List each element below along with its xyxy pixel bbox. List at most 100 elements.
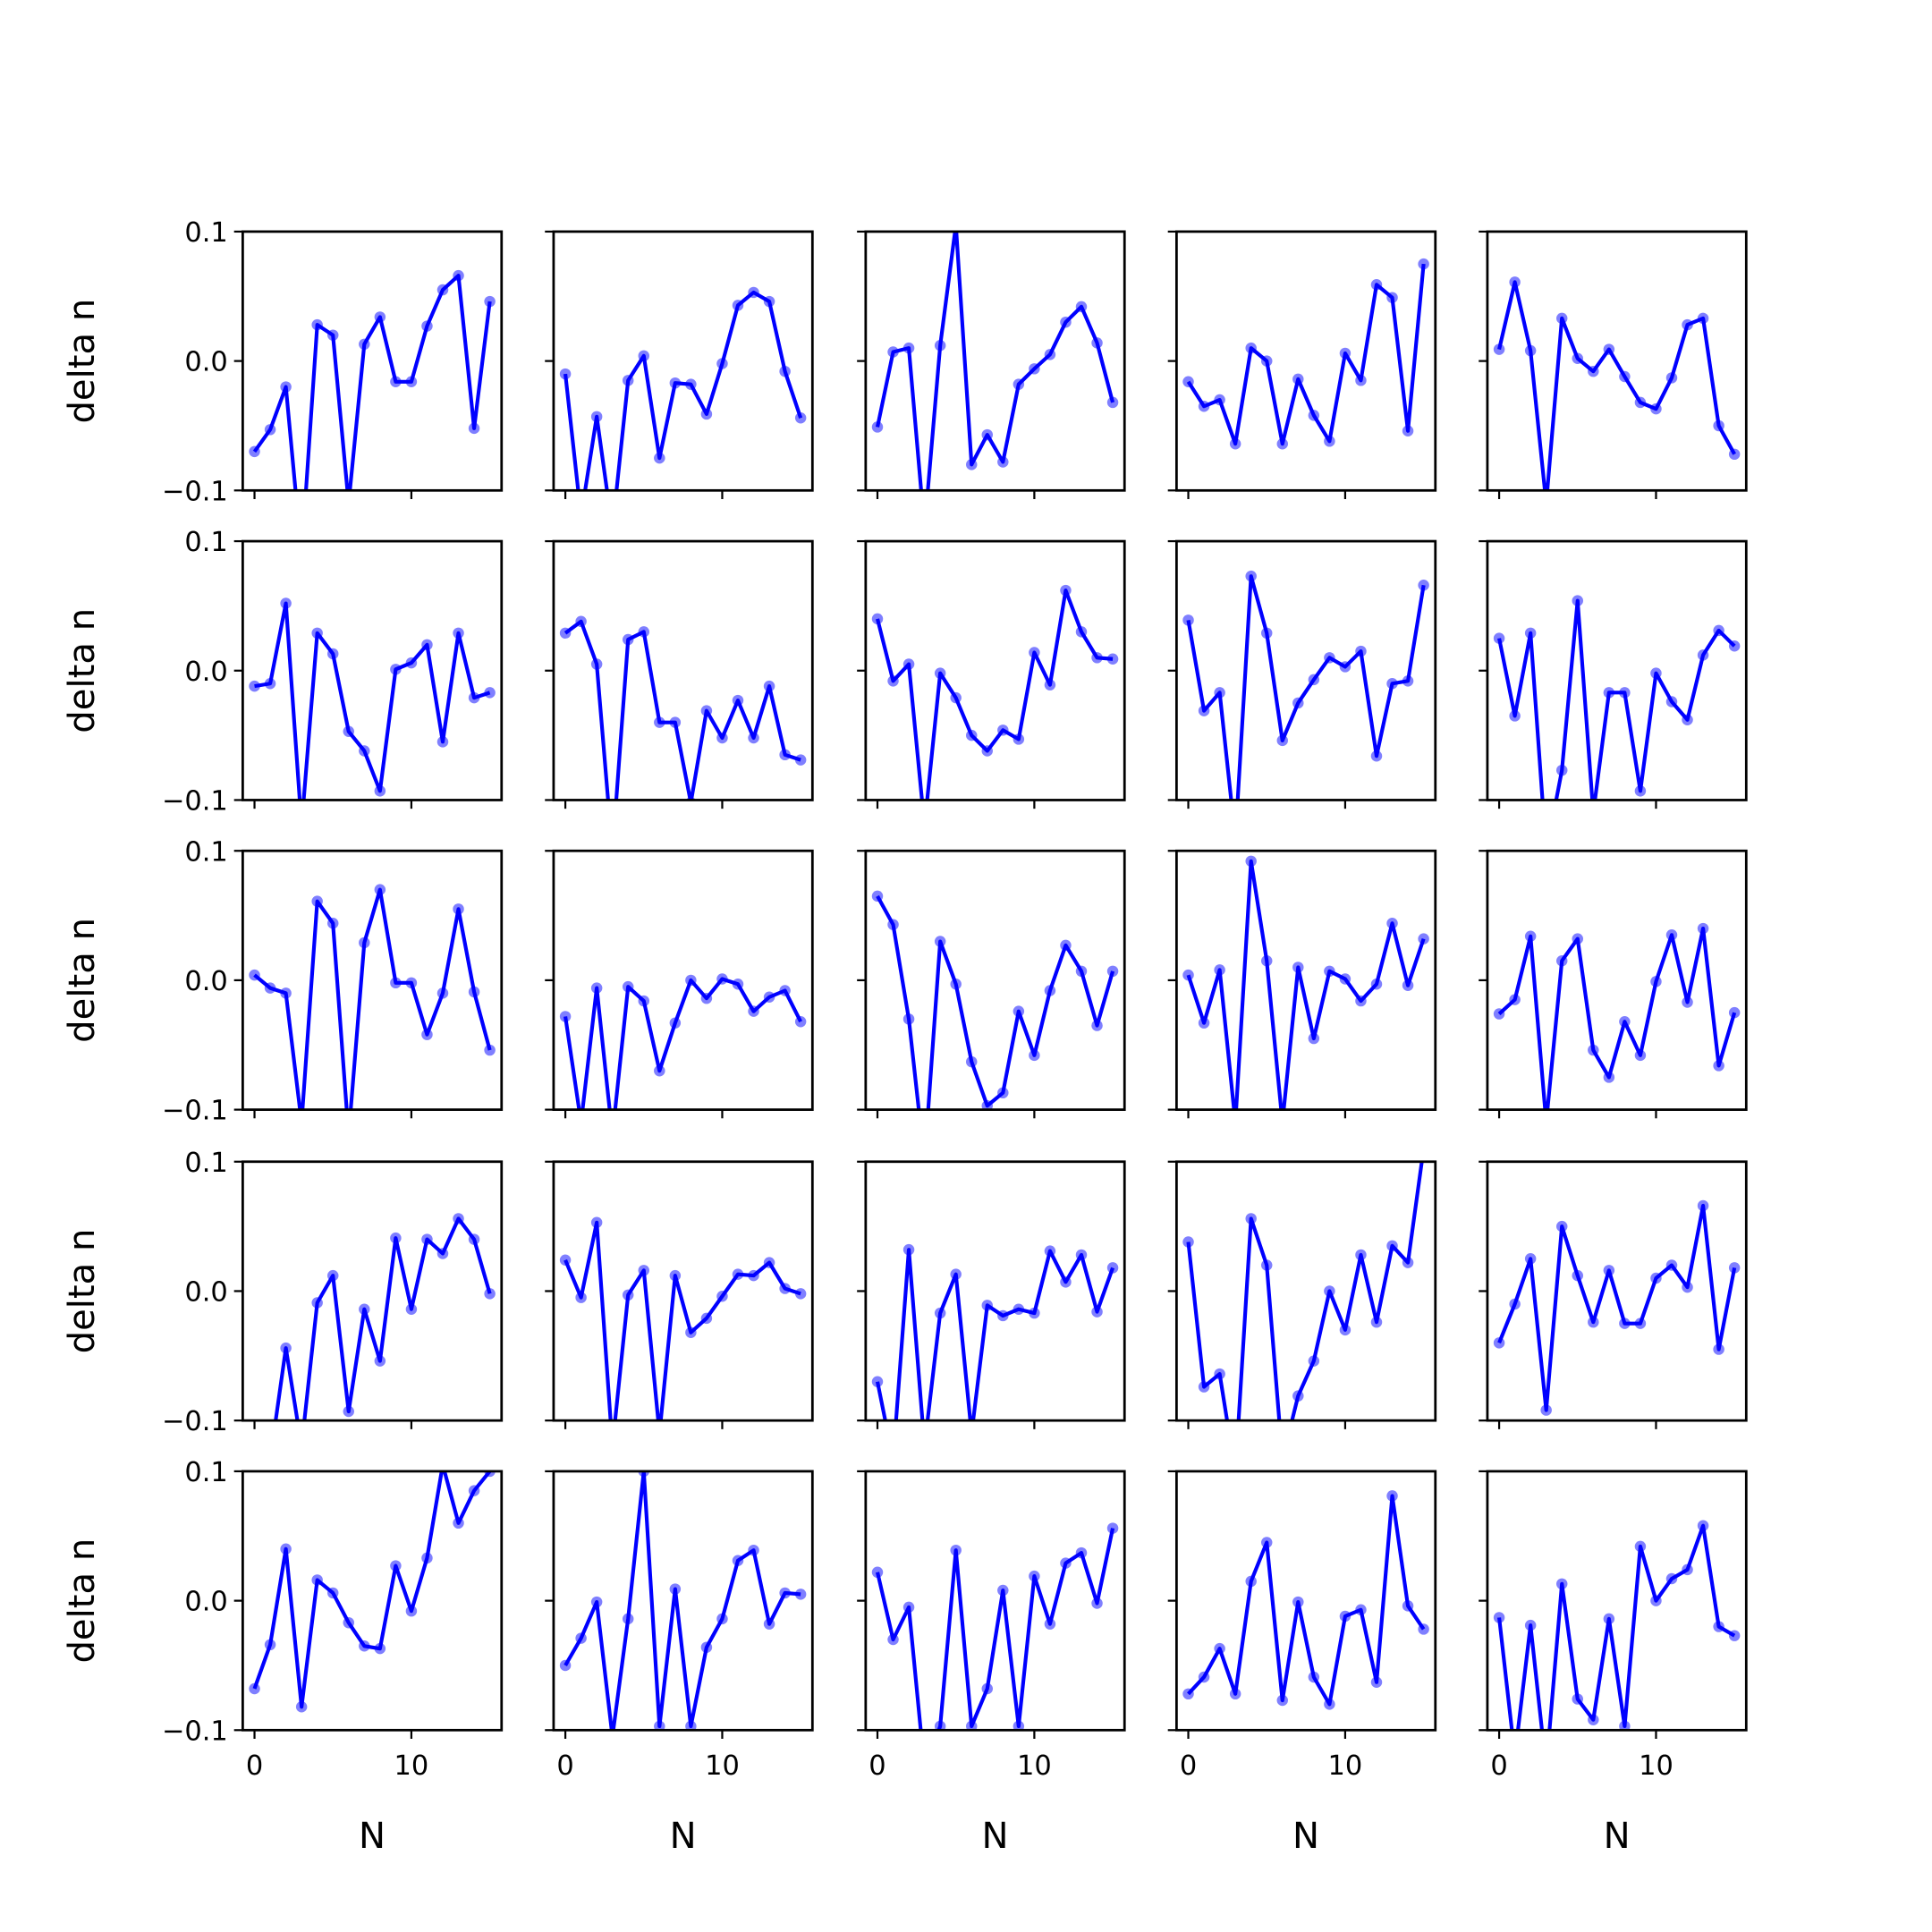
data-point [249,969,260,981]
data-point [685,1720,697,1731]
data-point [700,992,713,1004]
data-point [981,745,993,757]
data-point [1524,1253,1537,1265]
data-point [1182,614,1194,626]
data-point [249,445,260,458]
x-axis-label: N [359,1816,386,1857]
data-point [623,1613,634,1625]
data-point [1370,1316,1383,1328]
axes-frame [1175,1470,1437,1732]
data-point [575,511,586,521]
x-tick-label: 10 [705,1750,740,1782]
data-point [981,1682,993,1695]
data-point [468,1485,480,1496]
data-point [1588,1714,1599,1725]
data-point [405,977,418,989]
data-point [1728,448,1741,461]
data-point [1324,1699,1335,1710]
plot-area [559,1470,807,1731]
data-point [934,936,946,947]
data-point [1509,710,1521,722]
data-point [390,376,402,387]
data-point [950,979,962,990]
axes-frame [864,1470,1126,1732]
plot-area [871,1522,1119,1774]
data-point [1182,1688,1194,1700]
data-point [1339,973,1352,985]
data-point [421,1233,433,1245]
data-point [468,422,480,435]
data-point [887,675,899,687]
data-point [421,1552,433,1564]
data-point [311,627,323,640]
data-point [1060,584,1072,597]
data-point [484,687,496,699]
data-line [875,588,1114,801]
data-line [1186,263,1426,446]
plot-area [1182,1161,1424,1421]
data-point [359,936,370,949]
plot-area [871,1243,1119,1464]
data-point [981,1100,993,1110]
y-tick-label: 0.0 [184,347,227,378]
data-point [1261,1537,1273,1548]
data-line [564,1470,801,1731]
data-point [1013,378,1025,390]
data-point [1230,834,1241,844]
plot-area [249,597,496,801]
x-axis-label: N [1292,1816,1319,1857]
data-point [623,633,634,646]
data-point [1198,401,1210,412]
data-point [1044,985,1056,996]
data-point [794,754,807,766]
data-point [436,987,449,999]
data-point [311,318,323,331]
data-point [1713,419,1724,432]
data-point [1418,1623,1429,1635]
data-point [794,1589,807,1600]
plot-area [1182,570,1429,844]
y-tick-label: −0.1 [162,1406,228,1437]
data-point [453,903,464,915]
data-point [887,1453,898,1464]
data-point [280,381,292,393]
data-point [249,1453,259,1464]
data-point [590,982,603,994]
data-point [669,377,682,389]
data-point [700,705,713,716]
data-point [1339,1610,1352,1623]
data-point [1355,1604,1367,1615]
data-point [575,1292,587,1303]
data-point [311,895,323,907]
data-point [1418,258,1429,270]
data-point [1355,375,1367,386]
data-point [249,1682,260,1695]
y-tick-label: 0.1 [184,836,227,868]
data-point [1634,1318,1647,1329]
data-point [1682,1281,1693,1293]
data-point [1060,1557,1072,1569]
y-tick-label: 0.0 [184,1277,227,1309]
plot-area [1182,855,1429,1110]
data-point [887,1633,899,1646]
x-axis-label: N [982,1816,1009,1857]
data-point [1665,372,1678,384]
data-point [1493,632,1505,644]
data-point [919,1763,929,1774]
plot-area [1493,276,1741,509]
data-point [1044,349,1056,360]
data-point [1540,498,1551,509]
data-point [1370,1676,1383,1689]
plot-area [871,890,1119,1110]
data-point [871,1376,884,1387]
data-point [654,452,665,464]
data-point [436,284,449,296]
data-point [779,985,791,996]
y-tick-label: 0.0 [184,966,227,997]
data-point [763,1257,775,1268]
data-point [623,375,634,386]
data-point [1509,1750,1520,1761]
data-point [700,1641,713,1653]
data-point [1682,1563,1693,1576]
